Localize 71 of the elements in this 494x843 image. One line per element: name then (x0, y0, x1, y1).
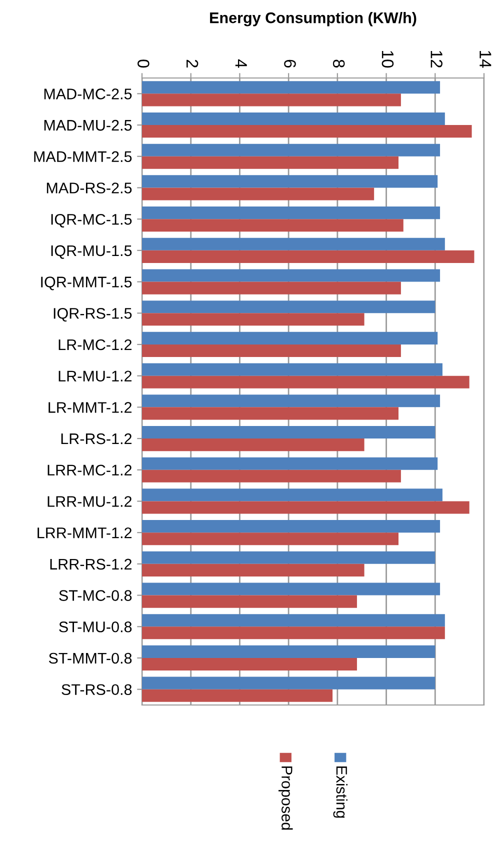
bar (142, 582, 440, 596)
bar (142, 206, 440, 220)
y-tick-label: ST-MMT-0.8 (48, 652, 132, 664)
y-tick-label: LR-MMT-1.2 (48, 402, 132, 413)
x-tick-label: 6 (284, 60, 296, 68)
y-tick-label: LRR-MMT-1.2 (38, 527, 132, 538)
y-tick-label: MAD-MC-2.5 (44, 88, 132, 100)
bar (142, 300, 436, 314)
bar (142, 394, 440, 408)
legend-label: Proposed (278, 766, 293, 830)
bar (142, 470, 401, 482)
bar (142, 175, 438, 188)
y-tick-label: ST-MU-0.8 (59, 621, 132, 632)
y-tick-label: ST-MC-0.8 (59, 590, 132, 601)
bar (142, 313, 364, 326)
y-tick-label: IQR-MMT-1.5 (41, 276, 132, 290)
bar (142, 188, 374, 200)
bar (142, 488, 442, 502)
bar (142, 250, 474, 263)
bar (142, 626, 445, 640)
x-tick-label: 0 (138, 60, 150, 68)
bar (142, 689, 333, 702)
y-tick-label: MAD-MU-2.5 (44, 120, 132, 131)
bar (142, 144, 440, 156)
bar (142, 282, 401, 294)
bar (142, 363, 442, 376)
bar (142, 426, 436, 439)
bar (142, 344, 401, 358)
y-tick-label: LRR-MC-1.2 (48, 464, 132, 476)
legend-label: Existing (333, 766, 348, 818)
bar (142, 125, 472, 138)
bar (142, 438, 364, 452)
y-tick-label: IQR-RS-1.5 (54, 308, 132, 322)
bar (142, 614, 445, 627)
bar (142, 332, 438, 344)
bar (142, 238, 445, 250)
bar (142, 645, 436, 658)
y-tick-label: LRR-RS-1.2 (50, 558, 132, 570)
bar (142, 81, 440, 94)
bar (142, 407, 398, 420)
y-tick-label: IQR-MC-1.5 (51, 214, 132, 228)
bar (142, 658, 357, 671)
bar (142, 219, 404, 232)
y-tick-label: IQR-MU-1.5 (51, 245, 132, 259)
bar (142, 520, 440, 533)
x-tick-label: 2 (186, 60, 198, 68)
x-tick-label: 8 (332, 60, 345, 68)
y-tick-label: LRR-MU-1.2 (48, 496, 132, 507)
bar (142, 551, 436, 564)
bar (142, 532, 398, 546)
y-tick-label: MAD-MMT-2.5 (34, 151, 132, 162)
y-tick-label: LR-MU-1.2 (58, 370, 132, 382)
y-tick-label: LR-MC-1.2 (58, 339, 132, 350)
bar (142, 94, 401, 106)
bar (142, 676, 436, 690)
chart-title: Energy Consumption (KW/h) (210, 12, 416, 26)
bar (142, 269, 440, 282)
x-tick-label: 14 (480, 51, 492, 68)
bar (142, 501, 470, 514)
bar (142, 564, 364, 576)
bar (142, 457, 438, 470)
bar (142, 112, 445, 126)
bar (142, 376, 470, 388)
y-tick-label: MAD-RS-2.5 (46, 182, 132, 194)
x-tick-label: 10 (382, 51, 394, 68)
y-tick-label: ST-RS-0.8 (62, 684, 132, 696)
x-tick-label: 4 (235, 59, 247, 68)
bar (142, 595, 357, 608)
y-tick-label: LR-RS-1.2 (61, 433, 132, 444)
x-tick-label: 12 (430, 51, 442, 68)
bar (142, 156, 398, 169)
